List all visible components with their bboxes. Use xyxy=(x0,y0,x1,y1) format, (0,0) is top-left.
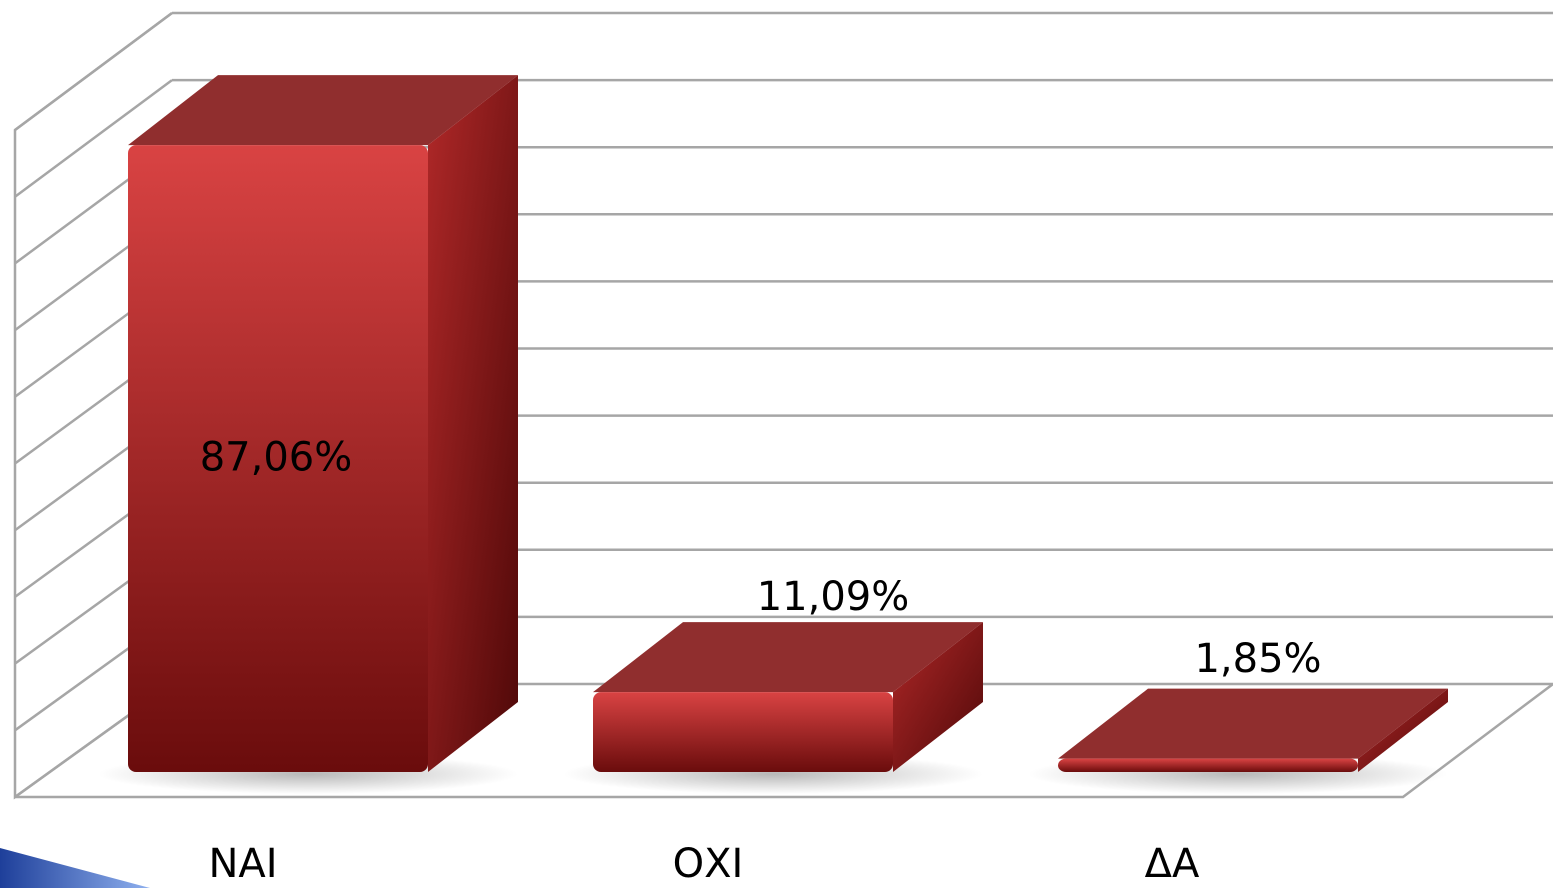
data-label-2: 11,09% xyxy=(757,574,910,620)
bar-top-face xyxy=(128,75,518,146)
gridline-left xyxy=(14,79,173,198)
data-label-3: 1,85% xyxy=(1194,636,1321,682)
gridline-left xyxy=(14,11,173,132)
bars xyxy=(128,75,1448,773)
category-label-oxi: ΟΧΙ xyxy=(672,841,744,887)
slide-accent-shape xyxy=(0,848,150,888)
bar-2 xyxy=(593,622,983,772)
bar-top-face xyxy=(593,622,983,693)
bar-front-face xyxy=(128,145,428,773)
bar-1 xyxy=(128,75,518,773)
bar-top-face xyxy=(1058,688,1448,759)
bar-front-face xyxy=(593,692,893,772)
value-labels: 87,06% 11,09% 1,85% xyxy=(200,435,1322,682)
bar-side-face xyxy=(1358,688,1448,772)
category-label-da: ΔΑ xyxy=(1144,841,1200,887)
category-label-nai: ΝΑΙ xyxy=(208,841,278,887)
bar-side-face xyxy=(428,75,518,773)
bar-side-face xyxy=(893,622,983,772)
bar-front-face xyxy=(1058,758,1358,772)
floor xyxy=(15,683,1553,799)
bar-3 xyxy=(1058,688,1448,772)
data-label-1: 87,06% xyxy=(200,435,353,481)
